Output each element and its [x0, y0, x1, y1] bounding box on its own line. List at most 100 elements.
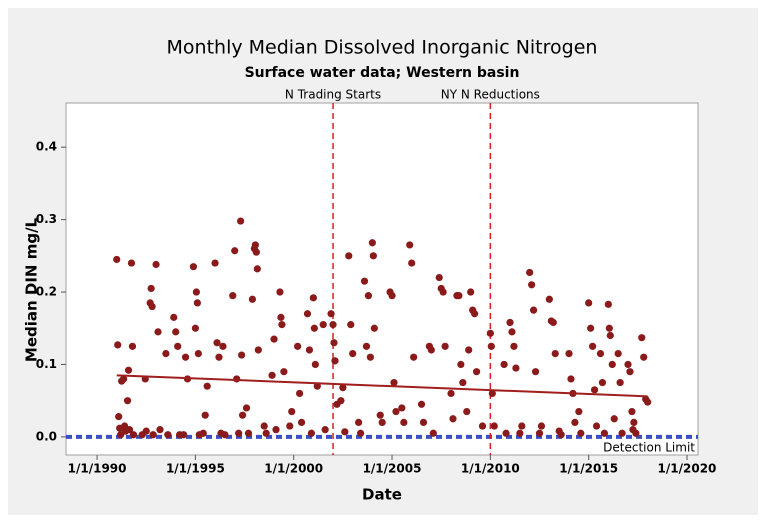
data-point	[537, 422, 546, 430]
detection-limit-label: Detection Limit	[603, 441, 695, 455]
data-point	[309, 294, 317, 302]
data-point	[124, 366, 133, 374]
data-point	[508, 328, 516, 336]
data-point	[296, 389, 304, 398]
data-point	[616, 378, 624, 387]
data-point	[388, 292, 396, 300]
data-point	[129, 431, 138, 439]
data-point	[115, 413, 123, 421]
data-point	[162, 350, 170, 358]
data-point	[585, 299, 593, 307]
data-point	[598, 378, 607, 387]
x-tick-label: 1/1/2000	[264, 462, 323, 476]
data-point	[242, 404, 251, 412]
data-point	[376, 411, 384, 419]
data-point	[600, 429, 608, 437]
data-point	[530, 306, 538, 314]
reference-label: N Trading Starts	[285, 88, 381, 102]
data-point	[624, 360, 632, 369]
data-point	[252, 248, 260, 256]
y-tick-label: 0.0	[36, 429, 57, 443]
data-point	[549, 318, 557, 327]
data-point	[211, 259, 219, 267]
data-point	[465, 346, 473, 354]
data-point	[626, 368, 634, 376]
data-point	[231, 247, 239, 255]
data-point	[400, 418, 408, 427]
data-point	[152, 260, 160, 269]
data-point	[449, 415, 457, 423]
data-point	[630, 418, 638, 427]
data-point	[125, 426, 134, 434]
data-point	[327, 310, 335, 318]
data-point	[638, 334, 646, 342]
data-point	[276, 288, 284, 296]
data-point	[237, 217, 245, 225]
chart-subtitle: Surface water data; Western basin	[245, 65, 520, 81]
data-point	[606, 331, 614, 340]
data-point	[321, 426, 329, 434]
data-point	[164, 431, 172, 439]
data-point	[435, 273, 443, 282]
data-point	[510, 342, 518, 350]
data-point	[313, 382, 321, 390]
data-point	[419, 418, 428, 427]
data-point	[628, 407, 636, 416]
data-point	[192, 288, 200, 296]
data-point	[360, 277, 369, 285]
data-point	[577, 429, 585, 437]
data-point	[319, 321, 327, 329]
data-point	[194, 350, 202, 358]
data-point	[237, 351, 246, 359]
data-point	[179, 431, 188, 439]
data-point	[441, 342, 449, 350]
data-point	[575, 407, 583, 416]
y-axis-label: Median DIN mg/L	[23, 217, 41, 362]
data-point	[506, 318, 514, 327]
data-point	[181, 353, 190, 361]
y-tick-label: 0.2	[36, 285, 57, 299]
data-point	[219, 342, 227, 350]
data-point	[500, 360, 508, 369]
data-point	[516, 429, 524, 437]
data-point	[117, 431, 125, 439]
data-point	[406, 241, 414, 249]
x-axis-label: Date	[362, 486, 402, 504]
data-point	[156, 426, 164, 434]
data-point	[286, 422, 294, 430]
data-point	[459, 378, 467, 387]
data-point	[229, 292, 237, 300]
data-point	[545, 295, 553, 303]
plot-area	[65, 102, 699, 456]
data-point	[502, 429, 510, 437]
data-point	[191, 324, 199, 332]
data-point	[587, 324, 595, 332]
data-point	[254, 346, 262, 354]
data-point	[253, 265, 261, 273]
data-point	[305, 346, 314, 354]
data-point	[471, 310, 479, 318]
data-point	[512, 364, 520, 372]
chart-title: Monthly Median Dissolved Inorganic Nitro…	[167, 37, 598, 59]
data-point	[203, 382, 211, 390]
data-point	[368, 239, 376, 247]
data-point	[478, 422, 487, 430]
data-point	[592, 422, 601, 430]
data-point	[457, 360, 465, 369]
data-point	[571, 418, 579, 427]
data-point	[398, 404, 406, 412]
data-point	[604, 300, 612, 308]
data-point	[201, 411, 209, 419]
data-point	[589, 342, 597, 350]
data-point	[632, 429, 640, 437]
data-point	[518, 422, 526, 430]
x-tick-label: 1/1/1990	[68, 462, 127, 476]
data-point	[427, 346, 435, 354]
x-tick-label: 1/1/1995	[166, 462, 225, 476]
data-point	[297, 418, 306, 427]
data-point	[557, 431, 565, 439]
data-point	[467, 288, 475, 296]
data-point	[251, 241, 259, 249]
data-point	[294, 342, 302, 350]
